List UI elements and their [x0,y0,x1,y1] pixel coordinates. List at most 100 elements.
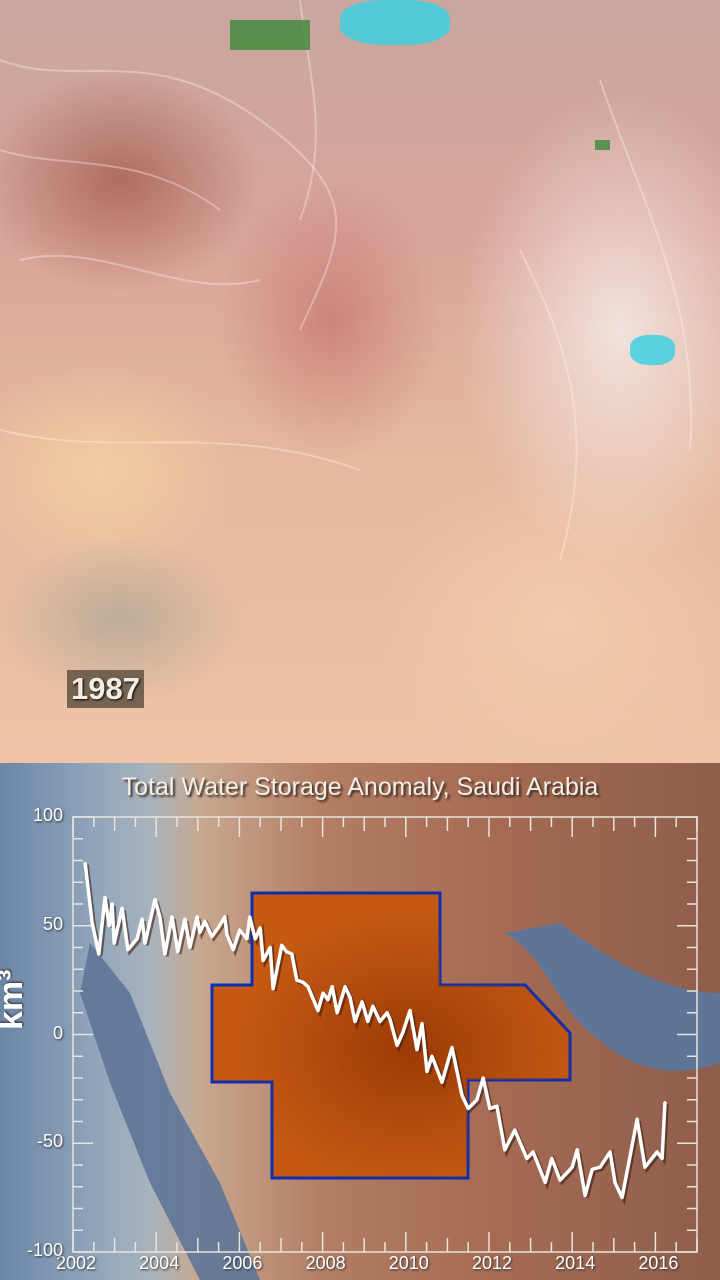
data-point [475,1098,478,1101]
data-point [495,1105,498,1108]
data-point [307,985,310,988]
data-point [354,1020,357,1023]
data-point [396,1044,399,1047]
year-label: 1987 [67,670,144,708]
data-point [621,1196,624,1199]
data-point [532,1150,535,1153]
data-point [248,916,251,919]
data-point [141,918,144,921]
data-point [327,998,330,1001]
data-point [361,1000,364,1003]
data-point [97,953,100,956]
data-point [259,926,262,929]
data-point [467,1107,470,1110]
data-point [295,979,298,982]
data-point [421,1022,424,1025]
data-point [195,916,198,919]
data-point [280,944,283,947]
y-axis-label: km³ [0,969,30,1030]
chart-background-map [80,891,720,1280]
data-point [661,1157,664,1160]
data-point [111,903,114,905]
chart-panel: Total Water Storage Anomaly, Saudi Arabi… [0,763,720,1280]
data-point [183,918,186,921]
data-point [440,1081,443,1084]
data-point [336,1011,339,1014]
plot-frame [72,816,698,1253]
data-point [272,987,275,990]
data-point [302,981,305,984]
persian-gulf [505,923,720,1071]
data-point [322,992,325,995]
data-point [143,942,146,945]
data-point [599,1166,602,1169]
data-point [503,1148,506,1151]
data-point [254,937,257,940]
data-point [366,1020,369,1023]
lake [340,0,450,45]
x-tick-label: 2006 [222,1253,263,1273]
data-point [416,1048,419,1051]
data-point [331,985,334,988]
data-point [317,1009,320,1012]
data-point [176,950,179,953]
data-point [386,1011,389,1014]
lake [630,335,675,365]
data-point [91,921,94,924]
y-tick-label: -50 [36,1131,63,1152]
y-tick-label: 0 [52,1022,63,1043]
x-tick-label: 2010 [388,1253,429,1273]
data-point [203,920,206,923]
data-point [163,953,166,956]
data-point [388,1018,391,1021]
data-point [349,996,352,999]
data-point [84,861,87,864]
data-point [153,898,156,901]
data-point [121,907,124,910]
data-point [262,959,265,962]
data-point [379,1020,382,1023]
data-point [290,953,293,956]
data-point [513,1129,516,1132]
data-point [544,1181,547,1184]
data-point [460,1094,463,1097]
series-line [83,862,667,1200]
data-point [217,926,220,929]
x-tick-label: 2012 [471,1253,513,1273]
data-point [285,950,288,953]
data-point [113,942,116,945]
data-point [225,933,228,936]
data-point [232,948,235,951]
data-point [158,916,161,919]
data-point [636,1118,639,1121]
data-point [238,929,241,932]
data-point [656,1150,659,1153]
data-point [550,1157,553,1160]
data-point [198,931,201,934]
data-point [644,1166,646,1169]
data-point [408,1009,411,1012]
data-point [525,1157,528,1160]
data-point [269,946,272,949]
data-point [188,946,191,949]
data-point [584,1194,587,1197]
red-sea [80,943,260,1280]
data-point [210,935,213,938]
data-point [576,1148,579,1151]
y-tick-label: -100 [26,1240,63,1260]
x-tick-label: 2014 [555,1253,596,1273]
data-point [104,896,107,899]
data-point [223,916,226,919]
y-tick-label: 50 [42,913,63,934]
data-point [401,1031,404,1034]
data-point [663,1100,666,1103]
data-point [245,937,248,940]
x-tick-label: 2004 [139,1253,180,1273]
data-point [609,1150,612,1153]
data-point [488,1107,491,1110]
data-point [559,1179,562,1182]
data-point [108,924,111,927]
x-tick-label: 2002 [55,1253,97,1273]
data-point [136,937,139,940]
